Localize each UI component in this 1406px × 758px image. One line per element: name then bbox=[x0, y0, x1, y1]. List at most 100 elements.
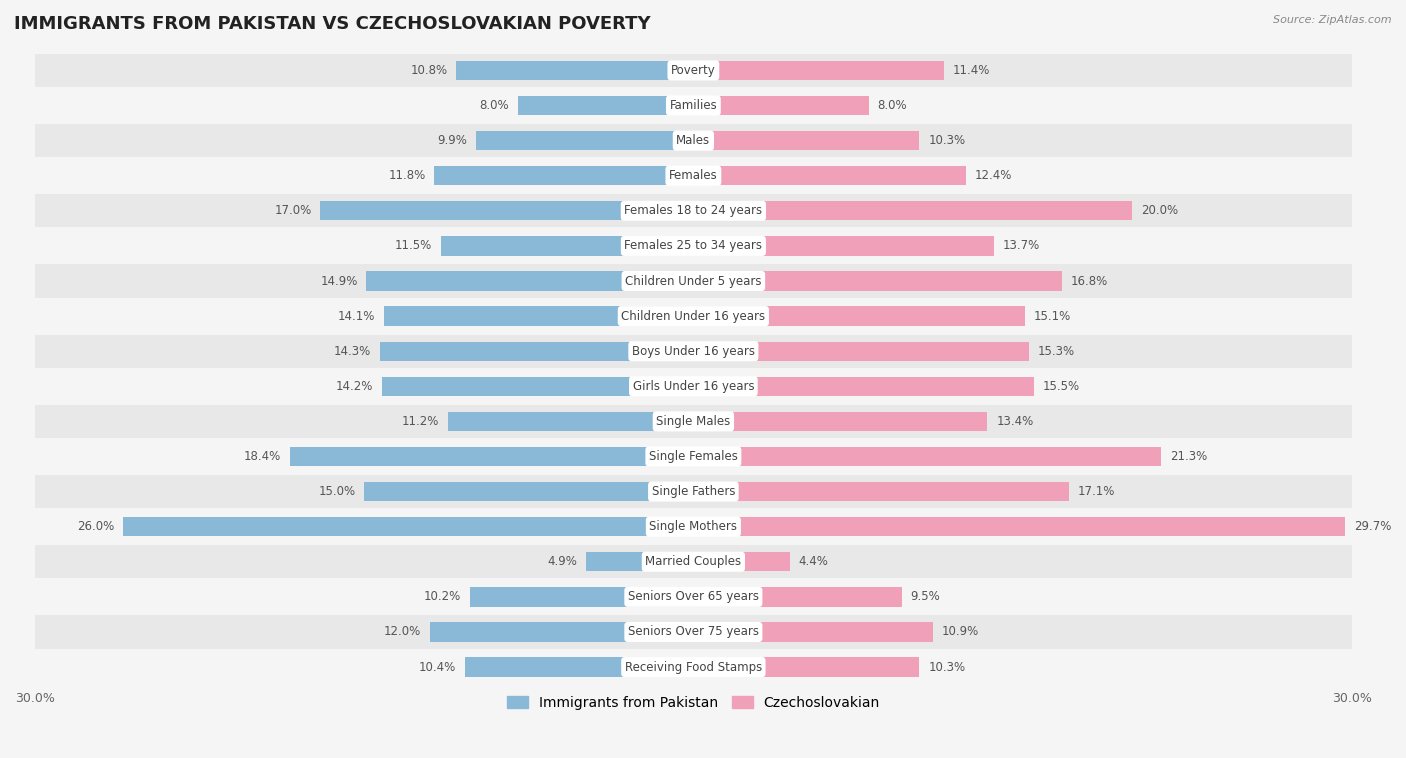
Bar bbox=[122, 517, 693, 537]
Bar bbox=[693, 657, 920, 677]
Text: Children Under 16 years: Children Under 16 years bbox=[621, 309, 765, 323]
Bar bbox=[35, 229, 1351, 262]
Text: Single Mothers: Single Mothers bbox=[650, 520, 737, 533]
Bar bbox=[693, 342, 1029, 361]
Bar bbox=[35, 370, 1351, 403]
Bar bbox=[693, 236, 994, 255]
Bar bbox=[384, 306, 693, 326]
Bar bbox=[35, 440, 1351, 473]
Text: 15.3%: 15.3% bbox=[1038, 345, 1076, 358]
Text: Seniors Over 75 years: Seniors Over 75 years bbox=[628, 625, 759, 638]
Text: 15.1%: 15.1% bbox=[1033, 309, 1071, 323]
Bar bbox=[693, 517, 1346, 537]
Text: 21.3%: 21.3% bbox=[1170, 450, 1206, 463]
Bar bbox=[35, 334, 1351, 368]
Bar bbox=[470, 587, 693, 606]
Bar bbox=[693, 377, 1033, 396]
Bar bbox=[693, 166, 966, 186]
Text: 11.4%: 11.4% bbox=[952, 64, 990, 77]
Bar bbox=[477, 131, 693, 150]
Bar bbox=[35, 299, 1351, 333]
Bar bbox=[693, 412, 987, 431]
Bar bbox=[517, 96, 693, 115]
Text: 10.2%: 10.2% bbox=[423, 590, 461, 603]
Bar bbox=[35, 159, 1351, 193]
Bar bbox=[35, 510, 1351, 543]
Bar bbox=[434, 166, 693, 186]
Bar bbox=[35, 615, 1351, 649]
Text: 4.4%: 4.4% bbox=[799, 556, 828, 568]
Text: 9.9%: 9.9% bbox=[437, 134, 467, 147]
Text: Seniors Over 65 years: Seniors Over 65 years bbox=[628, 590, 759, 603]
Legend: Immigrants from Pakistan, Czechoslovakian: Immigrants from Pakistan, Czechoslovakia… bbox=[502, 691, 886, 716]
Text: IMMIGRANTS FROM PAKISTAN VS CZECHOSLOVAKIAN POVERTY: IMMIGRANTS FROM PAKISTAN VS CZECHOSLOVAK… bbox=[14, 15, 651, 33]
Text: 12.0%: 12.0% bbox=[384, 625, 422, 638]
Bar bbox=[447, 412, 693, 431]
Text: 12.4%: 12.4% bbox=[974, 169, 1012, 182]
Text: Females 18 to 24 years: Females 18 to 24 years bbox=[624, 205, 762, 218]
Text: 13.4%: 13.4% bbox=[997, 415, 1033, 428]
Text: 14.9%: 14.9% bbox=[321, 274, 357, 287]
Text: 14.2%: 14.2% bbox=[336, 380, 373, 393]
Bar bbox=[693, 131, 920, 150]
Text: Females 25 to 34 years: Females 25 to 34 years bbox=[624, 240, 762, 252]
Bar bbox=[35, 580, 1351, 613]
Bar bbox=[367, 271, 693, 290]
Text: 9.5%: 9.5% bbox=[911, 590, 941, 603]
Text: 14.3%: 14.3% bbox=[333, 345, 371, 358]
Text: 11.2%: 11.2% bbox=[401, 415, 439, 428]
Text: 4.9%: 4.9% bbox=[547, 556, 576, 568]
Bar bbox=[380, 342, 693, 361]
Text: 11.5%: 11.5% bbox=[395, 240, 432, 252]
Text: Single Females: Single Females bbox=[650, 450, 738, 463]
Text: 13.7%: 13.7% bbox=[1002, 240, 1040, 252]
Bar bbox=[693, 446, 1161, 466]
Text: 26.0%: 26.0% bbox=[77, 520, 114, 533]
Bar bbox=[381, 377, 693, 396]
Text: Receiving Food Stamps: Receiving Food Stamps bbox=[624, 660, 762, 674]
Text: Boys Under 16 years: Boys Under 16 years bbox=[631, 345, 755, 358]
Bar bbox=[693, 96, 869, 115]
Text: 29.7%: 29.7% bbox=[1354, 520, 1392, 533]
Bar bbox=[693, 552, 790, 572]
Bar bbox=[364, 482, 693, 501]
Text: 14.1%: 14.1% bbox=[337, 309, 375, 323]
Bar bbox=[693, 587, 901, 606]
Text: 15.5%: 15.5% bbox=[1042, 380, 1080, 393]
Text: 15.0%: 15.0% bbox=[318, 485, 356, 498]
Bar bbox=[35, 89, 1351, 122]
Bar bbox=[35, 265, 1351, 298]
Text: 20.0%: 20.0% bbox=[1142, 205, 1178, 218]
Text: Married Couples: Married Couples bbox=[645, 556, 741, 568]
Text: 11.8%: 11.8% bbox=[388, 169, 426, 182]
Bar bbox=[457, 61, 693, 80]
Text: Poverty: Poverty bbox=[671, 64, 716, 77]
Text: 10.3%: 10.3% bbox=[928, 134, 966, 147]
Bar bbox=[35, 124, 1351, 158]
Bar bbox=[321, 201, 693, 221]
Bar bbox=[693, 622, 932, 641]
Text: Single Males: Single Males bbox=[657, 415, 731, 428]
Bar bbox=[693, 201, 1132, 221]
Bar bbox=[430, 622, 693, 641]
Text: Single Fathers: Single Fathers bbox=[651, 485, 735, 498]
Bar bbox=[693, 61, 943, 80]
Bar bbox=[35, 475, 1351, 509]
Bar bbox=[290, 446, 693, 466]
Bar bbox=[35, 405, 1351, 438]
Text: Females: Females bbox=[669, 169, 717, 182]
Text: Children Under 5 years: Children Under 5 years bbox=[626, 274, 762, 287]
Text: 8.0%: 8.0% bbox=[479, 99, 509, 112]
Text: Families: Families bbox=[669, 99, 717, 112]
Bar bbox=[35, 650, 1351, 684]
Bar bbox=[465, 657, 693, 677]
Text: 16.8%: 16.8% bbox=[1071, 274, 1108, 287]
Text: 17.0%: 17.0% bbox=[274, 205, 312, 218]
Text: 17.1%: 17.1% bbox=[1077, 485, 1115, 498]
Text: Source: ZipAtlas.com: Source: ZipAtlas.com bbox=[1274, 15, 1392, 25]
Bar bbox=[35, 194, 1351, 227]
Bar bbox=[35, 545, 1351, 578]
Bar bbox=[35, 54, 1351, 87]
Bar bbox=[441, 236, 693, 255]
Text: 10.4%: 10.4% bbox=[419, 660, 457, 674]
